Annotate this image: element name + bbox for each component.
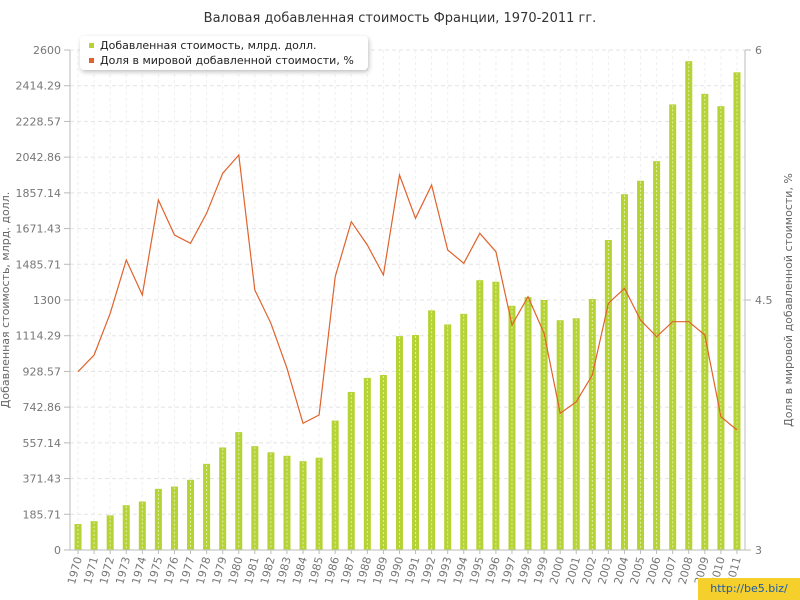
bar — [251, 446, 259, 550]
share-line — [77, 153, 738, 431]
y-tick-label-right: 4.5 — [755, 294, 773, 307]
bar — [701, 93, 709, 550]
y-tick-label-left: 2414.29 — [16, 80, 62, 93]
bar — [428, 310, 436, 550]
legend-label-value: Добавленная стоимость, млрд. долл. — [100, 39, 317, 52]
bar — [572, 318, 580, 550]
bar — [219, 447, 227, 550]
bar — [685, 61, 693, 551]
y-tick-label-left: 2600 — [33, 44, 61, 57]
bar — [412, 335, 420, 550]
bar — [444, 324, 452, 550]
y-tick-label-left: 2228.57 — [16, 115, 62, 128]
y-tick-label-left: 557.14 — [23, 437, 62, 450]
y-tick-label-left: 1300 — [33, 294, 61, 307]
legend-label-share: Доля в мировой добавленной стоимости, % — [100, 54, 354, 67]
y-tick-label-left: 185.71 — [23, 508, 62, 521]
line-series — [77, 153, 738, 431]
bar — [170, 486, 178, 550]
y-tick-label-left: 928.57 — [23, 365, 62, 378]
bar — [347, 391, 355, 550]
bar — [299, 461, 307, 550]
legend: Добавленная стоимость, млрд. долл. Доля … — [80, 36, 368, 70]
y-tick-label-right: 6 — [755, 44, 762, 57]
bar — [74, 524, 82, 550]
legend-swatch-share — [89, 57, 94, 63]
y-tick-label-left: 1114.29 — [16, 330, 62, 343]
bar — [138, 501, 146, 550]
bar — [187, 479, 195, 550]
bars — [74, 61, 741, 551]
legend-item-share[interactable]: Доля в мировой добавленной стоимости, % — [89, 54, 354, 68]
bar — [331, 420, 339, 550]
y-tick-label-left: 1671.43 — [16, 223, 62, 236]
y-tick-label-left: 2042.86 — [16, 151, 62, 164]
y-tick-label-left: 371.43 — [23, 473, 62, 486]
legend-item-value[interactable]: Добавленная стоимость, млрд. долл. — [89, 39, 316, 53]
bar — [379, 375, 387, 550]
chart-title: Валовая добавленная стоимость Франции, 1… — [204, 11, 597, 26]
bar — [267, 452, 275, 550]
bar — [637, 180, 645, 550]
watermark[interactable]: http://be5.biz/ — [698, 578, 800, 600]
y-tick-label-right: 3 — [755, 544, 762, 557]
y-tick-label-left: 742.86 — [23, 401, 62, 414]
bar — [283, 455, 291, 550]
y-tick-label-left: 0 — [54, 544, 61, 557]
legend-swatch-value — [89, 42, 94, 48]
y-axis-right-label: Доля в мировой добавленной стоимости, % — [782, 173, 795, 427]
y-tick-label-left: 1857.14 — [16, 187, 62, 200]
bar — [203, 463, 211, 550]
y-axis-left-label: Добавленная стоимость, млрд. долл. — [0, 192, 12, 408]
y-tick-label-left: 1485.71 — [16, 258, 62, 271]
